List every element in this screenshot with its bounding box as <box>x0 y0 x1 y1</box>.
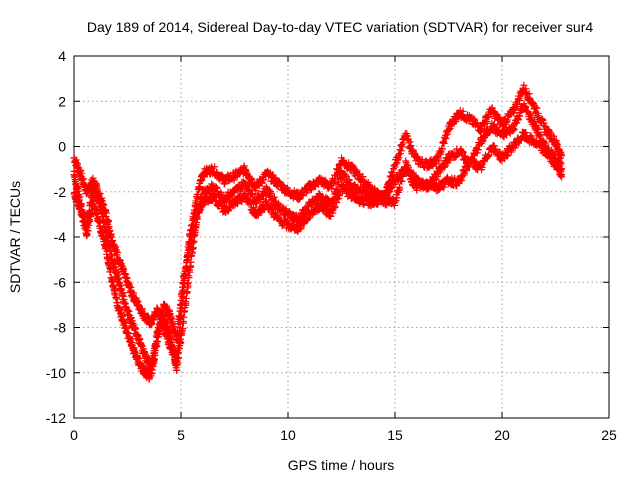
data-point <box>545 127 553 135</box>
data-point <box>392 160 400 168</box>
data-point <box>438 145 446 153</box>
data-point <box>446 125 454 133</box>
data-point <box>185 274 193 282</box>
data-point <box>179 280 187 288</box>
data-point <box>435 157 443 165</box>
data-point <box>84 227 92 235</box>
data-point <box>341 171 349 179</box>
x-tick-label: 10 <box>280 427 296 443</box>
y-tick-label: -10 <box>46 365 66 381</box>
y-tick-label: 4 <box>58 48 66 64</box>
data-point <box>430 178 438 186</box>
data-point <box>113 248 121 256</box>
data-point <box>176 313 184 321</box>
y-tick-label: -8 <box>54 320 67 336</box>
data-point <box>127 314 135 322</box>
data-point <box>270 193 278 201</box>
data-point <box>540 122 548 130</box>
data-point <box>550 132 558 140</box>
data-point <box>78 169 86 177</box>
y-tick-label: 0 <box>58 139 66 155</box>
data-point <box>102 209 110 217</box>
data-point <box>507 148 515 156</box>
y-tick-label: -4 <box>54 229 67 245</box>
data-point <box>503 152 511 160</box>
data-point <box>503 116 511 124</box>
y-axis-ticks: -12 -10 -8 -6 -4 -2 0 2 4 <box>46 48 609 426</box>
x-tick-label: 15 <box>387 427 403 443</box>
data-point <box>328 184 336 192</box>
data-point <box>175 354 183 362</box>
y-tick-label: -6 <box>54 274 67 290</box>
data-point <box>396 185 404 193</box>
data-point <box>474 146 482 154</box>
data-point <box>190 223 198 231</box>
data-point <box>406 170 414 178</box>
data-point <box>442 135 450 143</box>
data-point <box>111 287 119 295</box>
data-point <box>504 151 512 159</box>
data-point <box>266 186 274 194</box>
data-point <box>331 203 339 211</box>
chart-title: Day 189 of 2014, Sidereal Day-to-day VTE… <box>87 19 593 35</box>
data-point <box>174 327 182 335</box>
data-point <box>522 129 530 137</box>
data-point <box>407 142 415 150</box>
data-point <box>240 162 248 170</box>
x-tick-label: 0 <box>70 427 78 443</box>
data-point <box>125 307 133 315</box>
data-point <box>103 247 111 255</box>
data-point <box>445 156 453 164</box>
data-point <box>107 230 115 238</box>
data-point <box>398 143 406 151</box>
data-point <box>533 104 541 112</box>
series-track-a <box>70 81 566 366</box>
y-tick-label: -2 <box>54 184 67 200</box>
x-tick-label: 25 <box>601 427 617 443</box>
data-point <box>359 173 367 181</box>
data-point <box>393 194 401 202</box>
data-points <box>70 81 566 383</box>
x-tick-label: 5 <box>177 427 185 443</box>
y-axis-label: SDTVAR / TECUs <box>7 181 23 293</box>
data-point <box>304 215 312 223</box>
series-track-c <box>70 128 566 383</box>
data-point <box>459 148 467 156</box>
data-point <box>534 124 542 132</box>
data-point <box>233 200 241 208</box>
data-point <box>558 152 566 160</box>
data-point <box>391 163 399 171</box>
data-point <box>177 338 185 346</box>
data-point <box>516 97 524 105</box>
data-point <box>531 118 539 126</box>
data-point <box>248 200 256 208</box>
data-point <box>296 225 304 233</box>
data-point <box>267 189 275 197</box>
y-tick-label: 2 <box>58 93 66 109</box>
data-point <box>406 138 414 146</box>
data-point <box>107 265 115 273</box>
y-tick-label: -12 <box>46 410 66 426</box>
data-point <box>211 163 219 171</box>
x-tick-label: 20 <box>494 427 510 443</box>
data-point <box>397 147 405 155</box>
data-point <box>520 81 528 89</box>
data-point <box>558 173 566 181</box>
data-point <box>537 131 545 139</box>
data-point <box>247 199 255 207</box>
x-axis-ticks: 0 5 10 15 20 25 <box>70 56 617 443</box>
data-point <box>193 213 201 221</box>
x-axis-label: GPS time / hours <box>288 457 395 473</box>
